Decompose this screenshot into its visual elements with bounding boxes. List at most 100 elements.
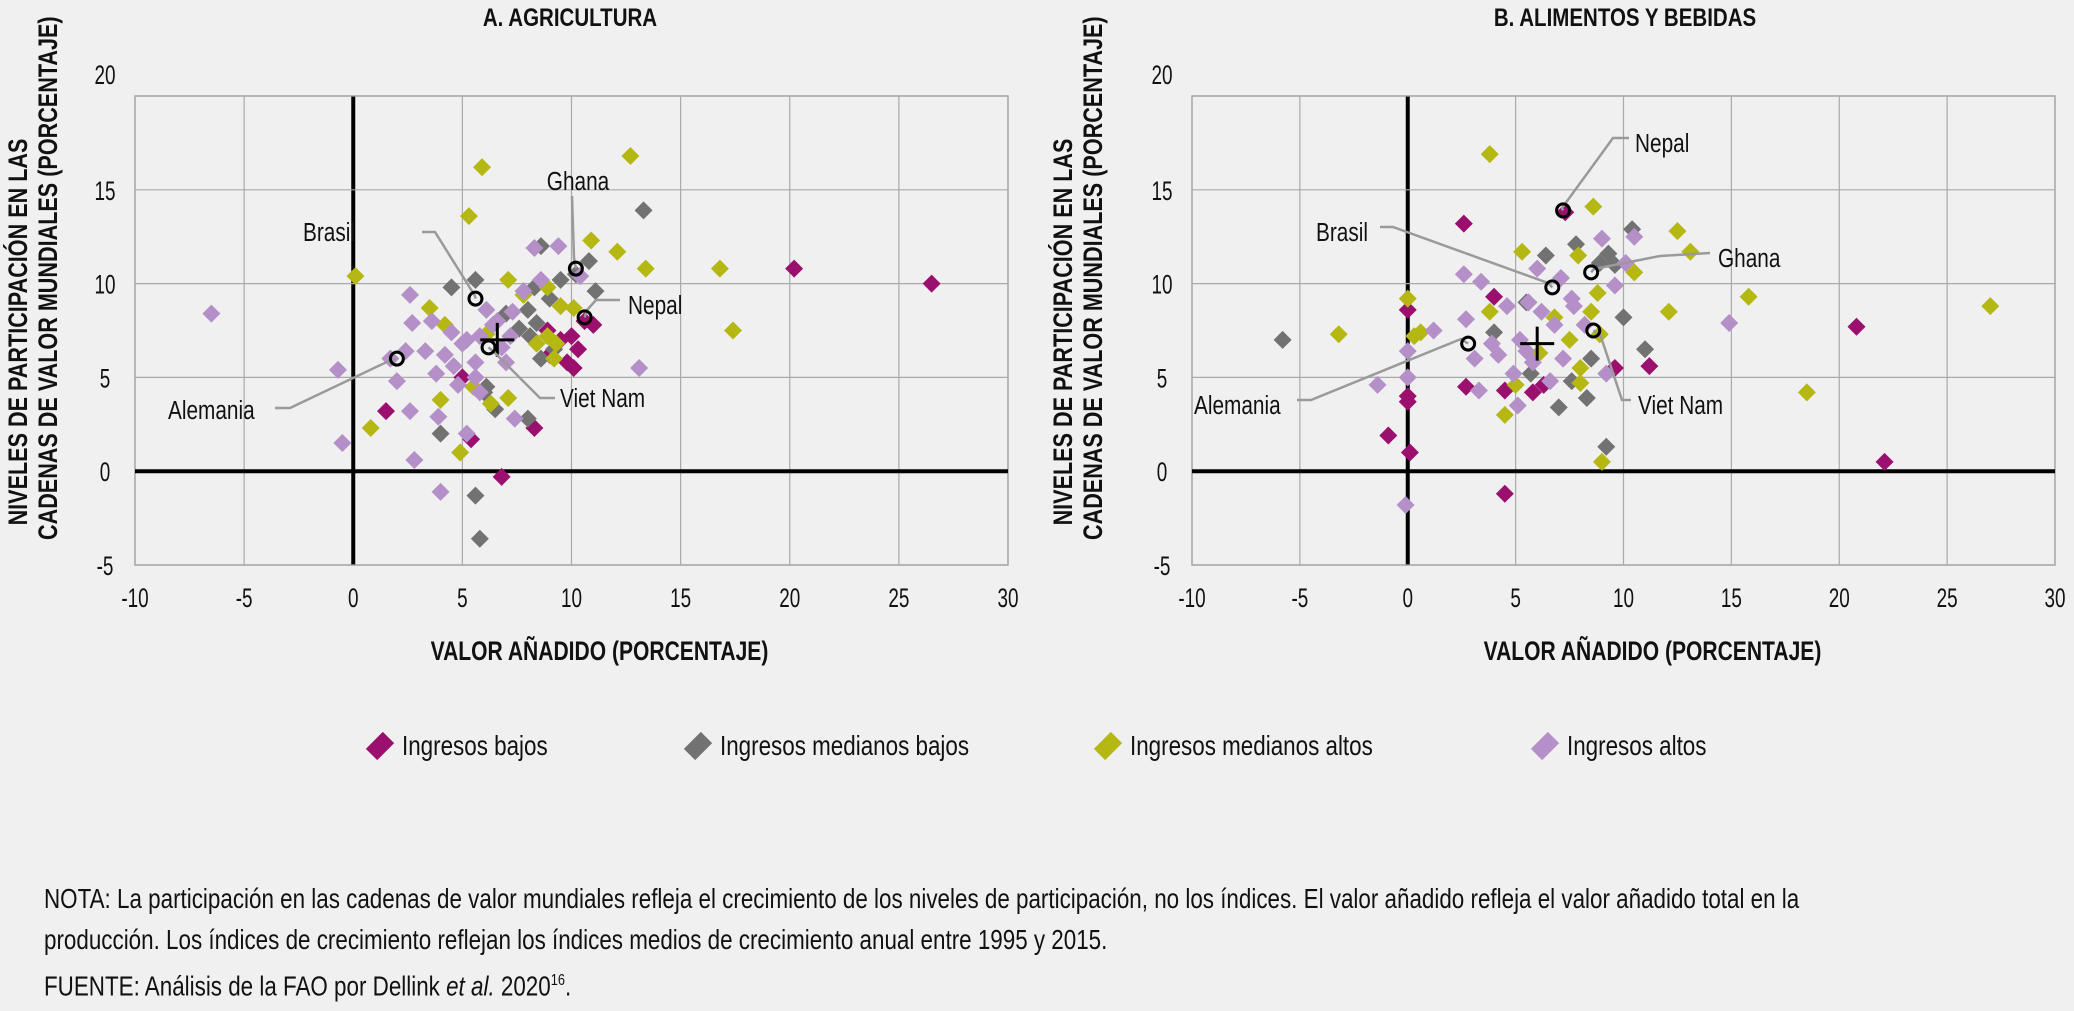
data-point-lower-middle xyxy=(551,270,570,289)
data-point-high xyxy=(1398,368,1417,387)
data-point-high xyxy=(444,357,463,376)
source-italic: et al. xyxy=(446,970,495,1002)
data-point-high xyxy=(477,300,496,319)
legend-diamond-icon xyxy=(1530,731,1560,761)
data-point-lower-middle xyxy=(1273,330,1292,349)
panel-a-x-tick-label: 10 xyxy=(561,583,582,613)
data-point-low xyxy=(569,340,588,359)
data-point-high xyxy=(514,282,533,301)
data-point-high xyxy=(1575,315,1594,334)
notes: NOTA: La participación en las cadenas de… xyxy=(44,878,1799,1006)
data-point-high xyxy=(457,424,476,443)
data-point-upper-middle xyxy=(451,443,470,462)
panel-a-y-tick-label: -5 xyxy=(97,551,114,581)
highlight-circle-alemania xyxy=(388,350,405,367)
data-point-upper-middle xyxy=(545,349,564,368)
data-point-low xyxy=(1454,214,1473,233)
data-point-upper-middle xyxy=(1592,452,1611,471)
data-point-lower-middle xyxy=(1549,398,1568,417)
leader-line-alemania xyxy=(1297,337,1469,402)
data-point-upper-middle xyxy=(1329,325,1348,344)
data-point-high xyxy=(1424,321,1443,340)
data-point-lower-middle xyxy=(1536,246,1555,265)
panel-b-x-tick-label: 0 xyxy=(1402,583,1413,613)
panel-a-x-tick-label: 25 xyxy=(888,583,909,613)
data-point-upper-middle xyxy=(1480,145,1499,164)
highlight-circle-ghana xyxy=(1583,264,1600,281)
leader-line-viet-nam xyxy=(1592,329,1631,402)
panel-a-x-tick-label: -10 xyxy=(121,583,148,613)
data-point-upper-middle xyxy=(608,242,627,261)
panel-a-x-tick-label: 5 xyxy=(457,583,468,613)
data-point-upper-middle xyxy=(1398,289,1417,308)
data-point-lower-middle xyxy=(531,349,550,368)
data-point-high xyxy=(431,482,450,501)
data-point-lower-middle xyxy=(518,409,537,428)
data-point-low xyxy=(1640,357,1659,376)
data-point-upper-middle xyxy=(582,231,601,250)
panel-a-x-tick-label: 20 xyxy=(779,583,800,613)
data-point-high xyxy=(1368,375,1387,394)
data-point-low xyxy=(1398,300,1417,319)
data-point-low xyxy=(1875,452,1894,471)
data-point-upper-middle xyxy=(361,419,380,438)
data-point-high xyxy=(1508,396,1527,415)
legend-item-ingresos-bajos: Ingresos bajos xyxy=(365,730,584,762)
data-point-upper-middle xyxy=(459,207,478,226)
data-point-low xyxy=(1379,426,1398,445)
source-line: FUENTE: Análisis de la FAO por Dellink e… xyxy=(44,960,1799,1006)
data-point-high xyxy=(427,364,446,383)
data-point-upper-middle xyxy=(1411,323,1430,342)
data-point-low xyxy=(1495,484,1514,503)
data-point-low xyxy=(1485,287,1504,306)
data-point-upper-middle xyxy=(1588,283,1607,302)
data-point-upper-middle xyxy=(499,389,518,408)
panel-b-y-tick-label: 20 xyxy=(1151,60,1172,90)
data-point-high xyxy=(1497,297,1516,316)
panel-a-y-tick-label: 0 xyxy=(100,457,111,487)
data-point-high xyxy=(333,434,352,453)
panel-a-x-tick-label: 30 xyxy=(997,583,1018,613)
country-label-nepal: Nepal xyxy=(1635,129,1689,158)
data-point-high xyxy=(571,267,590,286)
data-point-high xyxy=(525,238,544,257)
panel-b-y-tick-label: 15 xyxy=(1151,175,1172,205)
panel-b-y-tick-label: -5 xyxy=(1154,551,1171,581)
data-point-high xyxy=(1545,315,1564,334)
data-point-upper-middle xyxy=(1625,263,1644,282)
data-point-high xyxy=(449,375,468,394)
legend-item-ingresos-altos: Ingresos altos xyxy=(1530,730,1741,762)
data-point-lower-middle xyxy=(1567,235,1586,254)
data-point-upper-middle xyxy=(1495,405,1514,424)
source-footnote: 16 xyxy=(550,972,565,989)
data-point-upper-middle xyxy=(346,267,365,286)
country-label-ghana: Ghana xyxy=(1718,244,1781,273)
data-point-high xyxy=(1592,229,1611,248)
panel-a-x-tick-label: 0 xyxy=(348,583,359,613)
data-point-lower-middle xyxy=(466,486,485,505)
data-point-low xyxy=(785,259,804,278)
data-point-high xyxy=(1528,259,1547,278)
highlight-circle-ghana xyxy=(567,260,584,277)
data-point-high xyxy=(416,342,435,361)
panel-b-x-tick-label: -10 xyxy=(1178,583,1205,613)
panel-b-x-tick-label: 10 xyxy=(1613,583,1634,613)
data-point-high xyxy=(403,313,422,332)
leader-line-alemania xyxy=(275,357,398,410)
data-point-high xyxy=(1504,364,1523,383)
data-point-high xyxy=(1554,349,1573,368)
data-point-lower-middle xyxy=(470,529,489,548)
data-point-high xyxy=(488,312,507,331)
scatter-charts: -10 -5 0 5 10 15 20 25 30 20 15 10 5 0 -5 Brasil Ghana Ne… xyxy=(94,60,2065,613)
data-point-upper-middle xyxy=(1668,222,1687,241)
data-point-upper-middle xyxy=(564,298,583,317)
data-point-low xyxy=(1398,392,1417,411)
data-point-lower-middle xyxy=(586,282,605,301)
data-point-lower-middle xyxy=(1636,340,1655,359)
legend: Ingresos bajos Ingresos medianos bajos I… xyxy=(0,730,2074,770)
data-point-high xyxy=(400,402,419,421)
data-point-high xyxy=(1396,495,1415,514)
data-point-high xyxy=(466,368,485,387)
panel-a-y-tick-label: 5 xyxy=(100,363,111,393)
data-point-upper-middle xyxy=(473,158,492,177)
